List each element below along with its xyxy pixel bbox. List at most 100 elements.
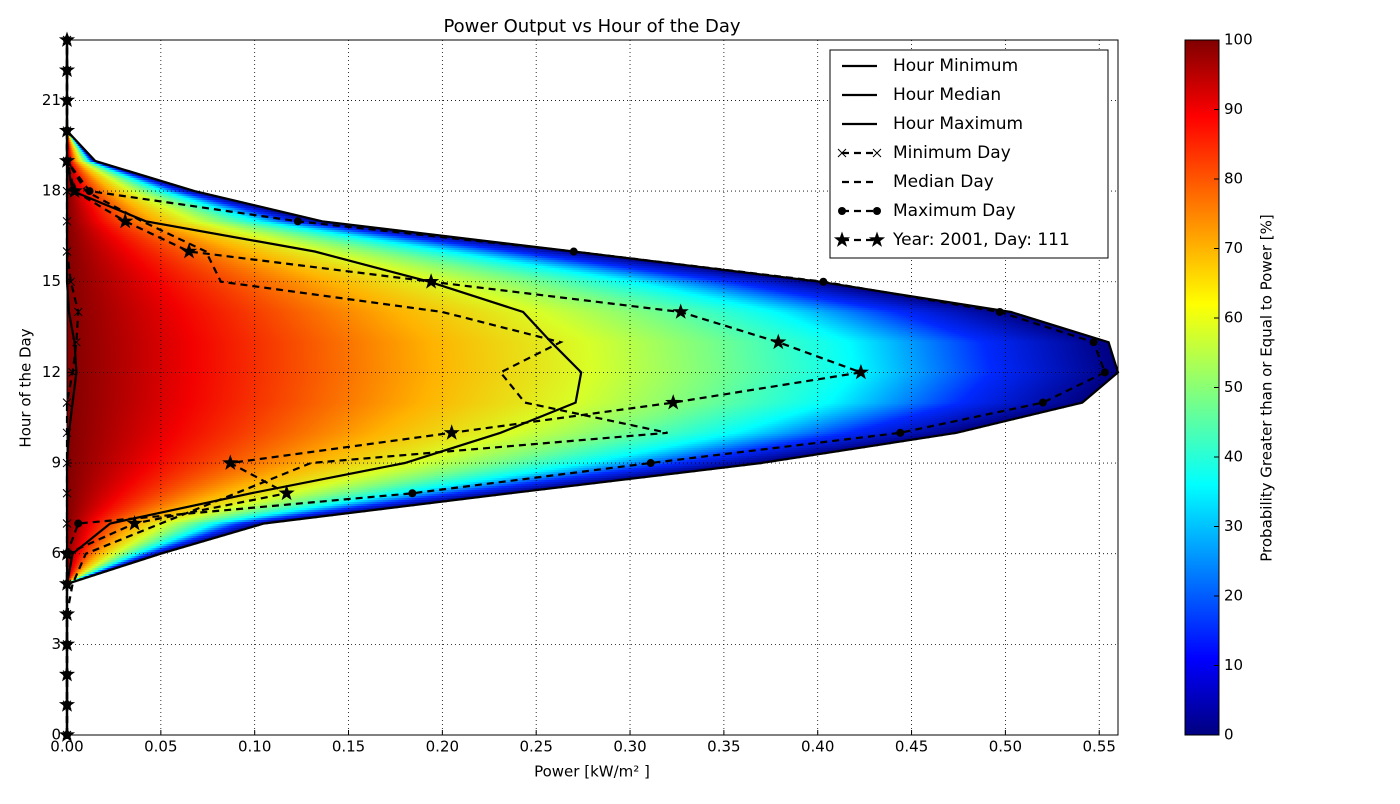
colorbar-tick-label: 70 xyxy=(1224,239,1243,257)
point xyxy=(647,459,655,467)
heat-strip xyxy=(67,370,1118,372)
heat-strip xyxy=(67,334,1085,336)
heat-strip xyxy=(67,364,1116,366)
heat-strip xyxy=(67,270,732,272)
heat-strip xyxy=(67,164,109,166)
heat-strip xyxy=(67,328,1066,330)
heat-strip xyxy=(67,518,300,520)
heat-strip xyxy=(67,268,716,270)
heat-strip xyxy=(67,232,420,234)
heat-strip xyxy=(67,276,781,278)
heat-strip xyxy=(67,466,728,468)
y-tick-label: 0 xyxy=(51,726,61,744)
y-tick-label: 9 xyxy=(51,454,61,472)
heat-strip xyxy=(67,376,1113,378)
heat-strip xyxy=(67,354,1113,356)
heat-strip xyxy=(67,556,151,558)
heat-strip xyxy=(67,306,980,308)
heat-strip xyxy=(67,560,138,562)
heat-strip xyxy=(67,516,317,518)
legend-label: Hour Median xyxy=(893,85,1001,105)
heat-strip xyxy=(67,502,431,504)
y-axis-label: Hour of the Day xyxy=(17,328,35,447)
chart-title: Power Output vs Hour of the Day xyxy=(443,16,740,37)
heat-strip xyxy=(67,286,853,288)
heat-strip xyxy=(67,208,270,210)
heat-strip xyxy=(67,396,1089,398)
heat-strip xyxy=(67,290,878,292)
heat-strip xyxy=(67,346,1110,348)
heat-strip xyxy=(67,330,1073,332)
point xyxy=(294,217,302,225)
colorbar-tick-label: 20 xyxy=(1224,587,1243,605)
heat-strip xyxy=(67,226,370,228)
heat-strip xyxy=(67,562,132,564)
colorbar-tick-label: 0 xyxy=(1224,726,1234,744)
heat-strip xyxy=(67,202,245,204)
x-tick-label: 0.10 xyxy=(238,738,271,756)
legend-label: Hour Minimum xyxy=(893,56,1018,76)
heat-strip xyxy=(67,534,225,536)
heat-strip xyxy=(67,292,891,294)
heat-strip xyxy=(67,318,1034,320)
heat-strip xyxy=(67,310,1005,312)
heat-strip xyxy=(67,558,144,560)
heat-strip xyxy=(67,216,304,218)
heat-strip xyxy=(67,432,955,434)
heat-strip xyxy=(67,566,120,568)
heat-strip xyxy=(67,224,353,226)
heat-strip xyxy=(67,332,1079,334)
heat-strip xyxy=(67,366,1116,368)
heat-strip xyxy=(67,390,1096,392)
heat-strip xyxy=(67,358,1114,360)
heat-strip xyxy=(67,148,84,150)
heat-strip xyxy=(67,236,453,238)
heat-strip xyxy=(67,434,943,436)
heat-strip xyxy=(67,394,1091,396)
heat-strip xyxy=(67,392,1094,394)
heat-strip xyxy=(67,488,545,490)
heat-strip xyxy=(67,314,1021,316)
heat-strip xyxy=(67,348,1111,350)
heat-strip xyxy=(67,146,82,148)
x-tick-label: 0.25 xyxy=(519,738,552,756)
heat-strip xyxy=(67,274,765,276)
heat-strip xyxy=(67,526,252,528)
x-tick-label: 0.15 xyxy=(332,738,365,756)
colorbar-tick-label: 50 xyxy=(1224,378,1243,396)
heat-strip xyxy=(67,528,245,530)
heat-strip xyxy=(67,554,157,556)
heat-strip xyxy=(67,444,878,446)
point xyxy=(838,207,846,215)
heat-strip xyxy=(67,174,142,176)
heat-strip xyxy=(67,262,667,264)
heat-strip xyxy=(67,418,1014,420)
y-tick-label: 6 xyxy=(51,544,61,562)
heat-strip xyxy=(67,446,865,448)
heat-strip xyxy=(67,280,814,282)
heat-strip xyxy=(67,564,126,566)
colorbar-label: Probability Greater than or Equal to Pow… xyxy=(1258,214,1276,562)
heat-strip xyxy=(67,480,612,482)
point xyxy=(1039,399,1047,407)
point xyxy=(873,207,881,215)
point xyxy=(74,519,82,527)
heat-strip xyxy=(67,336,1092,338)
legend-label: Minimum Day xyxy=(893,143,1011,163)
colorbar-tick-label: 80 xyxy=(1224,170,1243,188)
heat-strip xyxy=(67,288,866,290)
y-tick-label: 12 xyxy=(42,363,61,381)
heat-strip xyxy=(67,340,1105,342)
x-tick-label: 0.05 xyxy=(144,738,177,756)
x-tick-label: 0.55 xyxy=(1083,738,1116,756)
heat-strip xyxy=(67,500,447,502)
heat-strip xyxy=(67,494,496,496)
heat-strip xyxy=(67,184,175,186)
heat-strip xyxy=(67,548,177,550)
heat-strip xyxy=(67,524,259,526)
heat-strip xyxy=(67,386,1101,388)
heat-strip xyxy=(67,238,470,240)
heat-strip xyxy=(67,242,503,244)
heat-strip xyxy=(67,308,992,310)
heat-strip xyxy=(67,206,262,208)
